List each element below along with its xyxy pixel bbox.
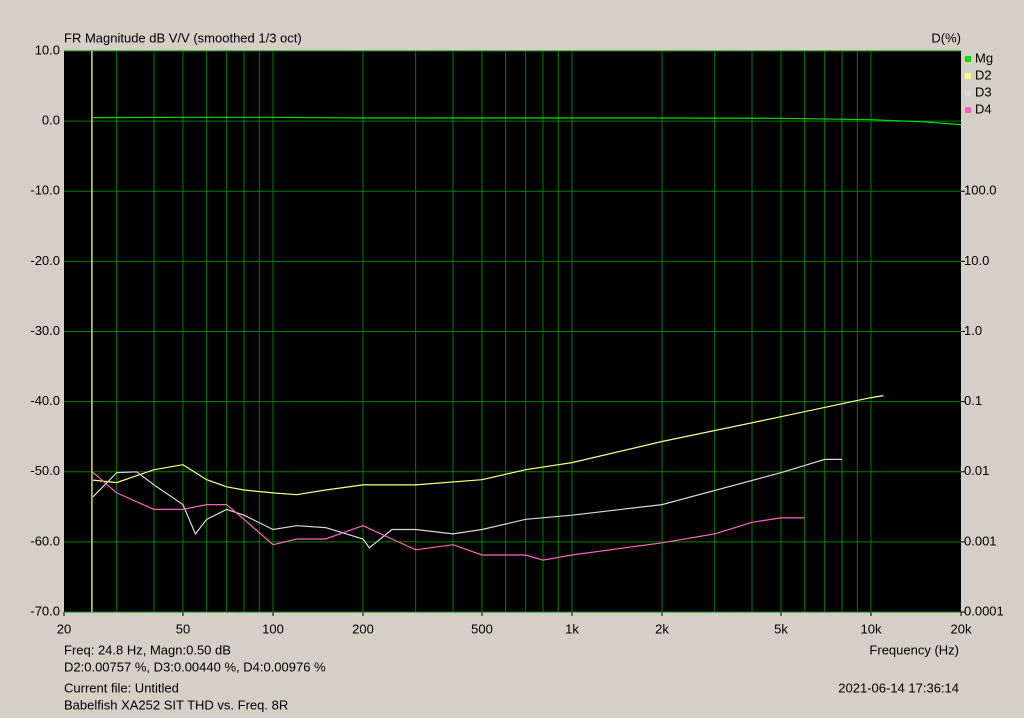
annotation: 2021-06-14 17:36:14	[838, 680, 959, 695]
legend-label: Mg	[975, 50, 993, 65]
y2-tick-label: 1.0	[964, 323, 982, 338]
y2-tick-label: 0.001	[964, 533, 997, 548]
chart-title: FR Magnitude dB V/V (smoothed 1/3 oct)	[64, 30, 302, 45]
x-tick-label: 2k	[655, 621, 669, 636]
x-tick-label: 5k	[774, 621, 788, 636]
y2-title: D(%)	[931, 30, 961, 45]
series-line	[92, 458, 842, 549]
x-tick-label: 10k	[861, 621, 882, 636]
x-tick-label: 100	[262, 621, 284, 636]
x-tick-label: 50	[176, 621, 190, 636]
y2-tick-label: 0.0001	[964, 603, 1004, 618]
annotation: Freq: 24.8 Hz, Magn:0.50 dB	[64, 642, 231, 657]
y-tick-label: -30.0	[30, 323, 60, 338]
legend-label: D2	[975, 67, 992, 82]
x-tick-label: 20k	[951, 621, 972, 636]
legend-swatch	[965, 107, 971, 113]
x-tick-label: 500	[471, 621, 493, 636]
annotation: Babelfish XA252 SIT THD vs. Freq. 8R	[64, 697, 288, 712]
series-line	[92, 395, 884, 496]
series-line	[92, 116, 962, 126]
legend-label: D3	[975, 84, 992, 99]
x-label: Frequency (Hz)	[869, 642, 959, 657]
y-tick-label: -50.0	[30, 463, 60, 478]
y-tick-label: 10.0	[35, 42, 60, 57]
annotation: Current file: Untitled	[64, 680, 179, 695]
x-tick-label: 200	[352, 621, 374, 636]
y2-tick-label: 10.0	[964, 253, 989, 268]
y-tick-label: -20.0	[30, 253, 60, 268]
y2-tick-label: 0.1	[964, 393, 982, 408]
y-tick-label: 0.0	[42, 113, 60, 128]
y-tick-label: -70.0	[30, 603, 60, 618]
y2-tick-label: 0.01	[964, 463, 989, 478]
y2-tick-label: 100.0	[964, 183, 997, 198]
annotation: D2:0.00757 %, D3:0.00440 %, D4:0.00976 %	[64, 659, 326, 674]
y-tick-label: -10.0	[30, 183, 60, 198]
y-tick-label: -60.0	[30, 533, 60, 548]
x-tick-label: 20	[57, 621, 71, 636]
series-line	[92, 471, 805, 561]
legend-swatch	[965, 56, 971, 62]
x-tick-label: 1k	[565, 621, 579, 636]
legend-swatch	[965, 73, 971, 79]
legend-swatch	[965, 90, 971, 96]
legend-label: D4	[975, 101, 992, 116]
y-tick-label: -40.0	[30, 393, 60, 408]
